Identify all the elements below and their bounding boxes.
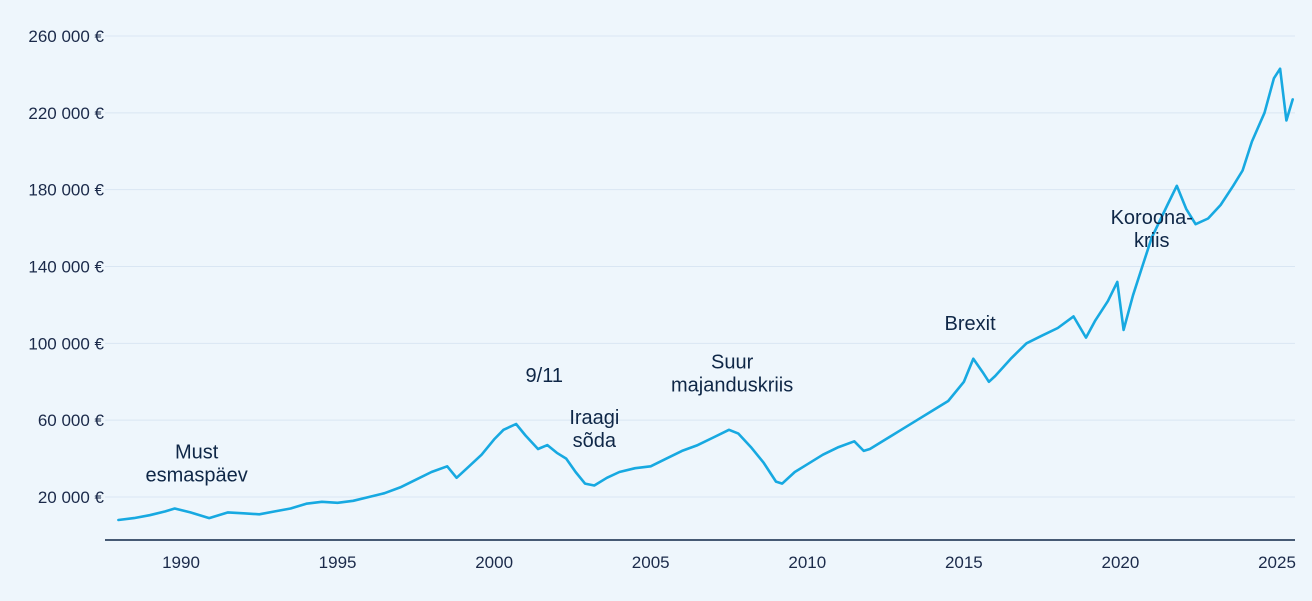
annotation-line: majanduskriis [671, 374, 793, 396]
y-tick-label: 180 000 € [28, 181, 104, 200]
y-tick-label: 20 000 € [38, 488, 105, 507]
annotation-line: esmaspäev [146, 465, 248, 487]
x-tick-label: 2000 [475, 553, 513, 572]
y-tick-label: 140 000 € [28, 258, 104, 277]
annotation-label: Brexit [945, 313, 997, 335]
annotation-label: 9/11 [526, 365, 563, 387]
annotation-line: 9/11 [526, 365, 563, 387]
x-tick-label: 2010 [788, 553, 826, 572]
annotation-label: Suur majanduskriis [671, 351, 793, 396]
x-tick-label: 2025 [1258, 553, 1296, 572]
x-tick-label: 1995 [319, 553, 357, 572]
y-tick-label: 60 000 € [38, 411, 105, 430]
x-tick-label: 2020 [1102, 553, 1140, 572]
annotation-line: kriis [1134, 230, 1170, 252]
x-tick-label: 2015 [945, 553, 983, 572]
series-line [117, 67, 1294, 522]
y-tick-label: 100 000 € [28, 334, 104, 353]
annotation-line: Brexit [945, 313, 997, 335]
x-tick-label: 1990 [162, 553, 200, 572]
annotation-line: Iraagi [569, 407, 619, 429]
annotation-line: Suur [711, 351, 754, 373]
y-tick-label: 260 000 € [28, 27, 104, 46]
annotation-line: Must [175, 442, 219, 464]
x-tick-label: 2005 [632, 553, 670, 572]
annotation-line: Koroona- [1111, 207, 1193, 229]
annotation-label: Iraagi sõda [569, 407, 619, 452]
annotation-label: Koroona-kriis [1111, 207, 1193, 252]
annotation-label: Must esmaspäev [146, 442, 248, 487]
y-tick-label: 220 000 € [28, 104, 104, 123]
annotation-line: sõda [573, 430, 617, 452]
